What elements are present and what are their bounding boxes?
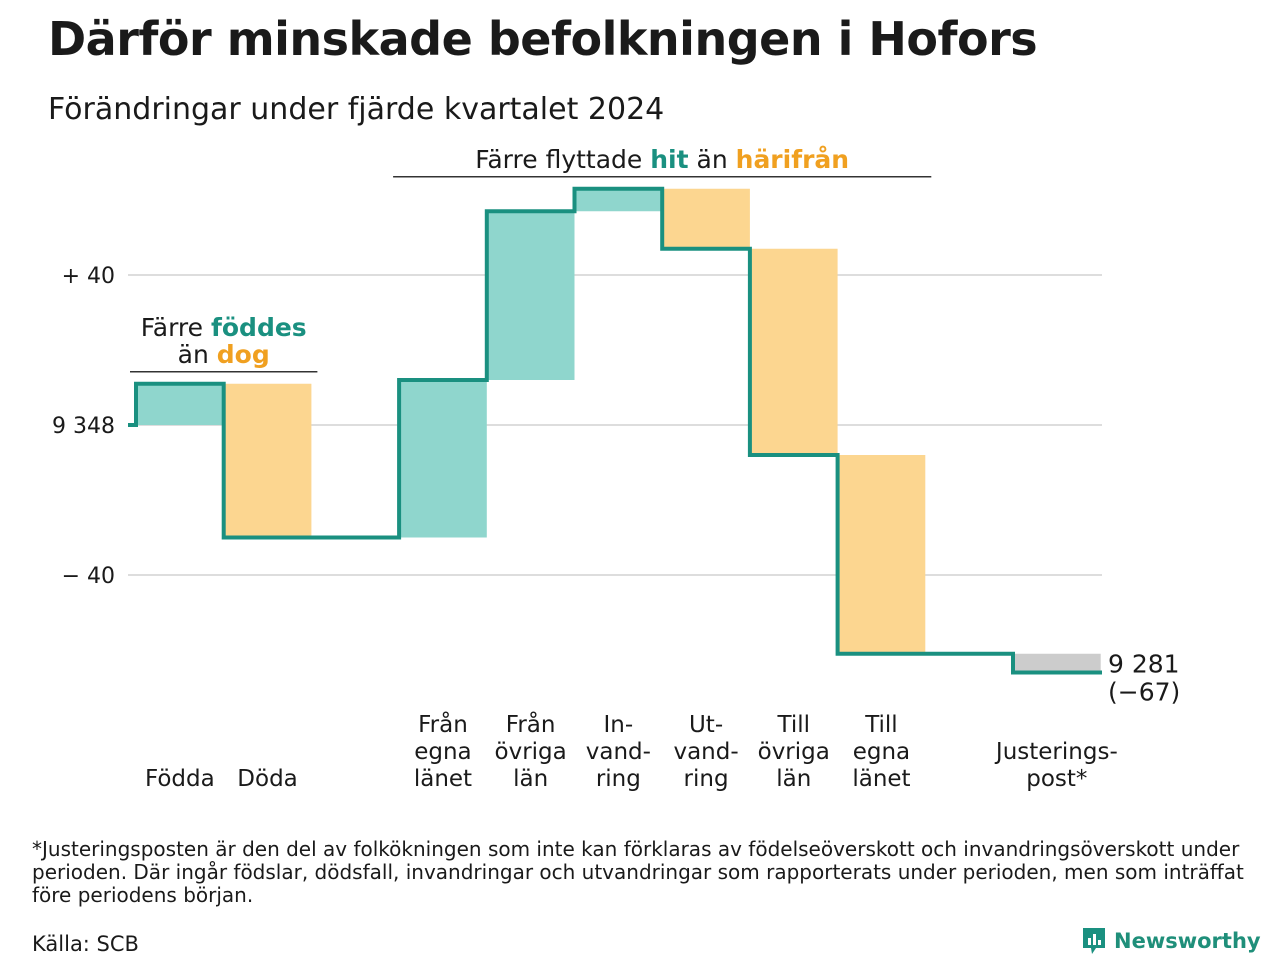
category-label-till-ovriga-lan: övriga [758, 739, 830, 765]
bar-justeringspost [1013, 653, 1101, 673]
bar-fran-egna-lanet [399, 380, 487, 538]
chart-subtitle: Förändringar under fjärde kvartalet 2024 [48, 92, 665, 127]
category-label-doda: Döda [237, 766, 297, 792]
category-label-fran-egna-lanet: Från [418, 710, 468, 738]
annotation-segment: hit [650, 145, 688, 174]
y-tick-label: 9 348 [52, 414, 115, 439]
category-label-utvandring: ring [684, 766, 729, 792]
annotation-segment: än [689, 145, 736, 174]
newsworthy-logo-text: Newsworthy [1114, 929, 1261, 953]
waterfall-chart: + 409 348− 40 Födda DödaFrånegnalänetFrån… [52, 145, 1180, 792]
bar-till-ovriga-lan [749, 248, 838, 455]
y-tick-labels: + 40 9 348 − 40 [52, 264, 115, 589]
bar-fodda [136, 383, 224, 425]
y-tick-label: − 40 [62, 564, 115, 589]
bar-invandring [574, 188, 663, 212]
category-label-utvandring: Ut- [689, 712, 723, 738]
category-label-fodda: Födda [145, 766, 215, 792]
step-line-layer [128, 186, 1102, 675]
category-label-till-ovriga-lan: län [776, 766, 811, 792]
category-label-till-ovriga-lan: Till [776, 712, 810, 738]
bar-till-egna-lanet [837, 455, 926, 654]
newsworthy-logo-icon [1083, 928, 1105, 954]
annotation-births: än dog [178, 340, 270, 369]
category-label-fran-ovriga-lan: övriga [495, 739, 567, 765]
source-label: Källa: SCB [32, 932, 139, 956]
annotation-segment: Färre [141, 313, 211, 342]
category-label-fran-egna-lanet: länet [414, 766, 472, 792]
category-label-justeringspost: post* [1026, 766, 1087, 792]
category-label-till-egna-lanet: länet [852, 766, 910, 792]
category-label-invandring: In- [604, 712, 634, 738]
end-value-labels: 9 281(−67) [1108, 649, 1180, 706]
annotation-segment: föddes [211, 313, 307, 342]
category-label-invandring: vand- [586, 739, 651, 765]
end-change-label: (−67) [1108, 677, 1180, 706]
end-value-label: 9 281 [1108, 649, 1180, 678]
y-tick-label: + 40 [62, 264, 115, 289]
annotation-segment: Färre flyttade [475, 145, 650, 174]
category-label-invandring: ring [596, 766, 641, 792]
annotation-births: Färre föddes [141, 313, 307, 342]
bars [136, 188, 1101, 673]
category-label-till-egna-lanet: Till [864, 712, 898, 738]
annotation-segment: än [178, 340, 217, 369]
footnote: *Justeringsposten är den del av folkökni… [32, 837, 1244, 907]
category-labels: Födda DödaFrånegnalänetFrånövrigalänIn-va… [145, 710, 1118, 792]
bar-doda [223, 383, 312, 538]
bar-fran-ovriga-lan [486, 211, 575, 380]
chart-title: Därför minskade befolkningen i Hofors [48, 12, 1038, 66]
annotation-segment: härifrån [736, 145, 849, 174]
category-label-fran-ovriga-lan: Från [506, 710, 556, 738]
step-line [128, 186, 1102, 675]
annotation-segment: dog [217, 340, 270, 369]
category-label-till-egna-lanet: egna [853, 739, 910, 765]
category-label-justeringspost: Justerings- [994, 739, 1118, 765]
category-label-fran-ovriga-lan: län [513, 766, 548, 792]
bar-utvandring [662, 188, 750, 249]
annotation-moves: Färre flyttade hit än härifrån [475, 145, 849, 174]
category-label-utvandring: vand- [673, 739, 738, 765]
newsworthy-logo: Newsworthy [1080, 926, 1261, 956]
category-label-fran-egna-lanet: egna [414, 739, 471, 765]
